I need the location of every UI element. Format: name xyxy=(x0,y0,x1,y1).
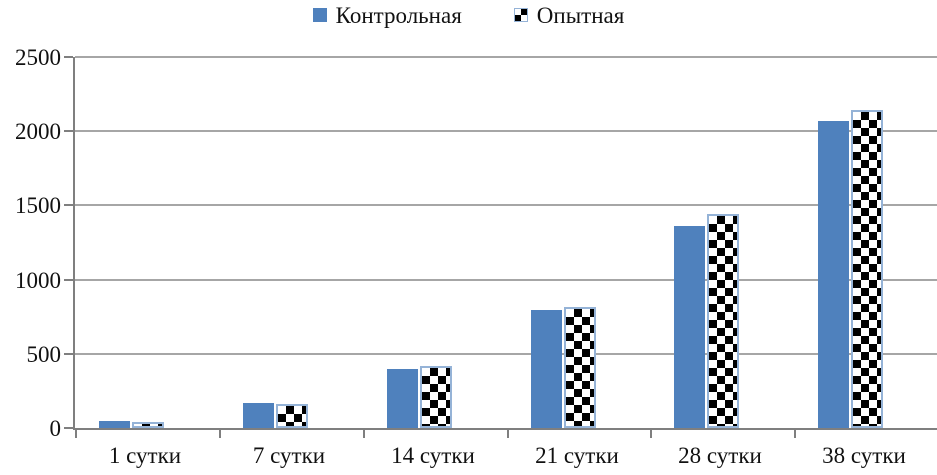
y-axis-label-2500: 2500 xyxy=(15,45,61,70)
bar-experimental-2 xyxy=(276,404,308,428)
legend-label-control: Контрольная xyxy=(335,2,462,28)
bar-experimental-1 xyxy=(132,422,164,428)
bar-experimental-4 xyxy=(564,307,596,428)
x-axis-tick-0 xyxy=(75,430,77,438)
y-axis-label-1500: 1500 xyxy=(15,193,61,219)
bar-control-4 xyxy=(531,310,562,428)
checker-square-icon xyxy=(513,8,528,22)
x-axis-tick-4 xyxy=(650,430,652,438)
solid-blue-square-icon xyxy=(312,8,327,22)
gridline-1500 xyxy=(75,204,937,207)
x-axis-tick-5 xyxy=(794,430,796,438)
chart-legend: Контрольная Опытная xyxy=(0,0,937,30)
bar-control-5 xyxy=(674,226,705,428)
x-axis-label-6: 38 сутки xyxy=(822,443,906,468)
bar-experimental-3 xyxy=(420,366,452,428)
y-axis-tick-500 xyxy=(64,352,73,355)
bar-control-2 xyxy=(243,403,274,428)
x-axis-label-4: 21 сутки xyxy=(535,443,619,468)
bar-experimental-5 xyxy=(707,214,739,428)
gridline-1000 xyxy=(75,278,937,281)
legend-item-control: Контрольная xyxy=(312,2,462,28)
x-axis-tick-2 xyxy=(363,430,365,438)
x-axis-label-5: 28 сутки xyxy=(678,443,762,468)
x-axis-tick-1 xyxy=(219,430,221,438)
legend-label-experimental: Опытная xyxy=(536,2,625,28)
y-axis-tick-2500 xyxy=(64,56,73,58)
y-axis-label-2000: 2000 xyxy=(15,119,61,145)
x-axis-label-2: 7 сутки xyxy=(252,443,326,468)
x-axis-label-1: 1 сутки xyxy=(108,443,182,468)
y-axis-tick-0 xyxy=(64,427,73,429)
x-axis-label-3: 14 сутки xyxy=(391,443,475,468)
y-axis-label-0: 0 xyxy=(49,416,62,441)
y-axis-tick-1500 xyxy=(64,204,73,207)
gridline-2500 xyxy=(75,56,937,58)
plot-area xyxy=(64,56,937,438)
bar-control-3 xyxy=(387,369,418,428)
bar-experimental-6 xyxy=(851,110,883,428)
y-axis-label-500: 500 xyxy=(26,341,62,367)
gridline-500 xyxy=(75,352,937,355)
y-axis-tick-1000 xyxy=(64,278,73,281)
legend-item-experimental: Опытная xyxy=(513,2,625,28)
x-axis-tick-3 xyxy=(507,430,509,438)
y-axis-tick-2000 xyxy=(64,130,73,133)
bar-control-1 xyxy=(99,421,130,428)
bar-control-6 xyxy=(818,121,849,428)
y-axis-label-1000: 1000 xyxy=(15,267,61,293)
gridline-2000 xyxy=(75,130,937,133)
